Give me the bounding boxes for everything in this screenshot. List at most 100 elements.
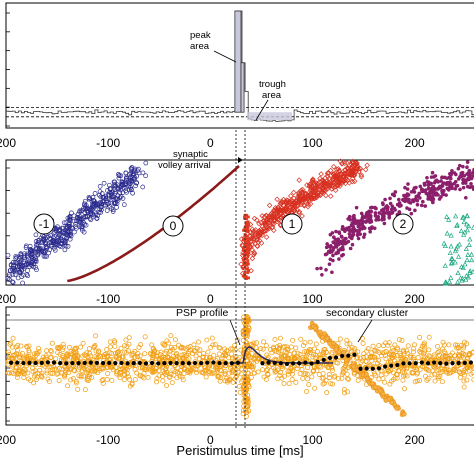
raster-point-cluster-2 [468, 185, 472, 190]
raster-point-cluster-minus1 [29, 251, 35, 257]
annotation-volley-line2: volley arrival [158, 160, 211, 171]
raster-point-cluster-minus1 [107, 186, 113, 192]
raster-point-cluster-2 [315, 266, 319, 271]
psp-secondary-point [351, 364, 357, 370]
raster-point-cluster-1 [291, 199, 298, 205]
raster-point-cluster-minus1 [41, 250, 47, 256]
raster-point-cluster-1 [343, 176, 350, 183]
psp-trial-point [215, 373, 221, 379]
psp-trial-point [289, 376, 295, 382]
psp-trial-point [70, 376, 76, 382]
psp-trial-point [417, 335, 423, 340]
psp-trial-point [124, 371, 130, 377]
psp-trial-point [431, 352, 437, 358]
psp-average-point [156, 361, 161, 366]
raster-point-cluster-minus1 [50, 237, 56, 243]
psp-trial-point [72, 368, 77, 374]
raster-point-cluster-2 [347, 232, 352, 236]
psp-trial-point [136, 344, 142, 350]
psp-trial-point [376, 357, 382, 363]
psp-average-point [333, 355, 339, 360]
psp-trial-point [243, 340, 249, 346]
psp-trial-point [376, 343, 382, 349]
raster-point-cluster-2 [461, 185, 466, 190]
psp-trial-point [341, 386, 347, 392]
raster-point-cluster-minus1 [65, 230, 71, 235]
psp-average-point [438, 361, 443, 366]
psp-trial-point [300, 376, 306, 381]
raster-point-cluster-2 [373, 211, 378, 215]
psp-average-point [407, 361, 412, 366]
psp-average-point [364, 366, 369, 371]
raster-point-cluster-3 [441, 240, 447, 246]
psp-trial-point [19, 350, 25, 356]
raster-point-cluster-1 [242, 259, 246, 263]
psp-trial-point [104, 347, 110, 353]
psp-trial-point [164, 338, 170, 344]
raster-point-cluster-1 [317, 175, 323, 182]
psp-secondary-point [333, 347, 339, 352]
raster-point-cluster-minus1 [71, 213, 77, 219]
raster-point-cluster-3 [464, 227, 471, 233]
psp-average-point [70, 360, 75, 366]
psp-trial-point [11, 358, 17, 364]
raster-point-cluster-2 [423, 188, 428, 192]
psp-trial-point [392, 375, 398, 381]
raster-point-cluster-1 [246, 250, 250, 254]
psp-trial-point [281, 381, 287, 386]
psp-trial-point [17, 354, 23, 360]
raster-point-cluster-minus1 [43, 241, 48, 247]
psp-trial-point [179, 344, 185, 350]
psp-trial-point [206, 363, 212, 369]
psp-trial-point [265, 371, 271, 377]
raster-point-cluster-2 [453, 187, 458, 191]
raster-point-cluster-1 [246, 225, 250, 229]
raster-point-cluster-1 [288, 193, 294, 199]
raster-point-cluster-1 [259, 213, 265, 219]
raster-point-cluster-1 [326, 175, 333, 182]
raster-point-cluster-2 [348, 235, 352, 239]
raster-point-cluster-minus1 [51, 240, 57, 246]
psp-trial-point [85, 367, 91, 373]
psp-trial-point [467, 365, 473, 371]
raster-point-cluster-1 [255, 231, 262, 237]
raster-point-cluster-minus1 [143, 173, 149, 179]
psp-trial-point [188, 347, 194, 353]
raster-point-cluster-minus1 [53, 226, 59, 231]
psp-average-point [315, 359, 320, 365]
raster-point-cluster-1 [244, 252, 248, 256]
psp-trial-point [298, 336, 304, 342]
raster-point-cluster-minus1 [67, 221, 73, 227]
psp-trial-point [187, 370, 193, 376]
psp-average-point [229, 361, 234, 366]
psp-trial-point [240, 337, 246, 343]
raster-point-cluster-2 [344, 240, 349, 245]
raster-point-cluster-2 [453, 179, 458, 184]
psp-trial-point [24, 343, 30, 349]
psp-average-point [321, 357, 326, 363]
raster-point-cluster-minus1 [129, 165, 135, 170]
psp-trial-point [21, 366, 27, 372]
raster-point-cluster-minus1 [23, 245, 29, 250]
psp-trial-point [376, 376, 382, 382]
raster-point-cluster-2 [462, 174, 467, 178]
psp-trial-point [229, 356, 235, 362]
psp-trial-point [261, 339, 267, 345]
raster-point-cluster-2 [334, 251, 339, 255]
cluster-labels: -1 0 1 2 [33, 213, 414, 237]
psp-trial-point [387, 349, 393, 355]
annotation-secondary-text: secondary cluster [326, 307, 409, 319]
psp-trial-point [317, 352, 323, 358]
psp-trial-point [386, 340, 392, 346]
x-tick-label: 200 [405, 433, 425, 447]
annotation-trough-line2: area [262, 90, 282, 101]
raster-point-cluster-2 [365, 218, 370, 223]
raster-point-cluster-2 [433, 187, 438, 191]
raster-point-cluster-1 [247, 276, 250, 280]
psp-trial-point [118, 345, 124, 351]
psp-trial-point [293, 345, 299, 351]
psp-trial-point [434, 368, 440, 374]
tick-labels: 200 -100 0 100 200 200 -100 0 100 200 200 -100 0 100 2… [0, 136, 425, 447]
raster-point-cluster-minus1 [129, 175, 135, 181]
psp-trial-point [188, 367, 194, 373]
